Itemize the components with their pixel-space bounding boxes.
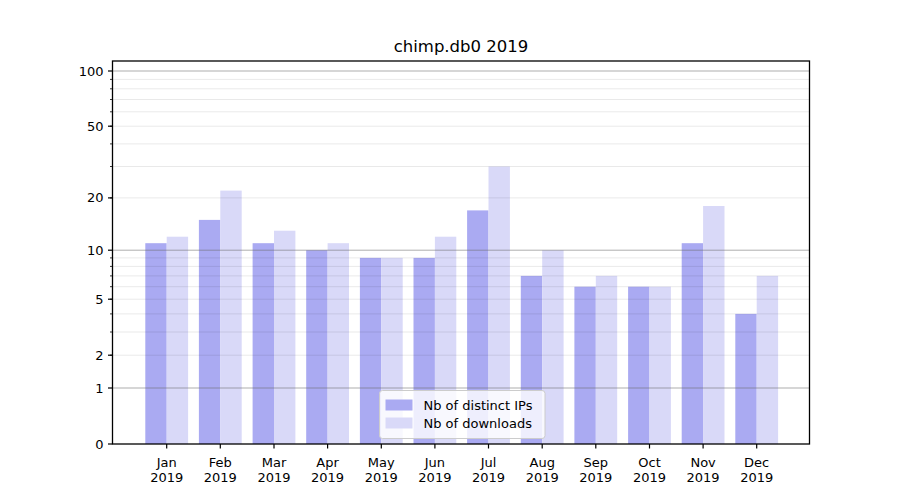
x-tick-label-oct: Oct2019	[633, 455, 666, 486]
bar-ips-jan	[145, 243, 166, 444]
bar-downloads-mar	[274, 231, 295, 444]
bar-ips-may	[360, 258, 381, 444]
legend-label-ips: Nb of distinct IPs	[424, 398, 533, 413]
x-tick-label-apr: Apr2019	[311, 455, 344, 486]
bar-downloads-apr	[328, 243, 349, 444]
y-tick-label-10: 10	[87, 243, 104, 258]
y-tick-label-2: 2	[95, 348, 103, 363]
bar-downloads-dec	[757, 276, 778, 444]
bar-downloads-nov	[703, 206, 724, 444]
x-tick-label-sep: Sep2019	[579, 455, 612, 486]
y-tick-label-50: 50	[87, 119, 104, 134]
legend-label-downloads: Nb of downloads	[424, 416, 533, 431]
legend-swatch-downloads	[386, 418, 413, 429]
x-tick-label-jan: Jan2019	[150, 455, 183, 486]
figure: Jan2019 Feb2019 Mar2019 Apr2019 May2019 Jun20…	[0, 0, 900, 500]
x-tick-label-jun: Jun2019	[418, 455, 451, 486]
y-tick-label-0: 0	[95, 437, 103, 452]
bar-downloads-sep	[596, 276, 617, 444]
y-tick-label-5: 5	[95, 292, 103, 307]
x-tick-label-feb: Feb2019	[204, 455, 237, 486]
bar-ips-oct	[628, 287, 649, 444]
x-tick-label-mar: Mar2019	[257, 455, 290, 486]
bar-downloads-jan	[167, 237, 188, 444]
bar-ips-dec	[735, 314, 756, 444]
bar-ips-sep	[574, 287, 595, 444]
y-tick-label-1: 1	[95, 381, 103, 396]
bar-ips-mar	[253, 243, 274, 444]
bar-downloads-oct	[650, 287, 671, 444]
y-tick-label-100: 100	[79, 64, 104, 79]
legend-swatch-ips	[386, 400, 413, 411]
bar-chart: Jan2019 Feb2019 Mar2019 Apr2019 May2019 Jun20…	[0, 0, 900, 500]
bar-downloads-feb	[220, 191, 241, 444]
legend: Nb of distinct IPs Nb of downloads	[380, 391, 546, 439]
y-tick-labels: 1005020105210	[79, 64, 104, 452]
y-tick-label-20: 20	[87, 190, 104, 205]
x-tick-label-dec: Dec2019	[740, 455, 773, 486]
chart-title: chimp.db0 2019	[394, 37, 529, 56]
bar-ips-apr	[306, 250, 327, 444]
x-tick-label-nov: Nov2019	[687, 455, 720, 486]
x-tick-label-aug: Aug2019	[526, 455, 559, 486]
x-tick-label-jul: Jul2019	[472, 455, 505, 486]
bar-ips-nov	[682, 243, 703, 444]
x-tick-labels: Jan2019 Feb2019 Mar2019 Apr2019 May2019 Jun20…	[150, 455, 773, 486]
x-tick-label-may: May2019	[365, 455, 398, 486]
